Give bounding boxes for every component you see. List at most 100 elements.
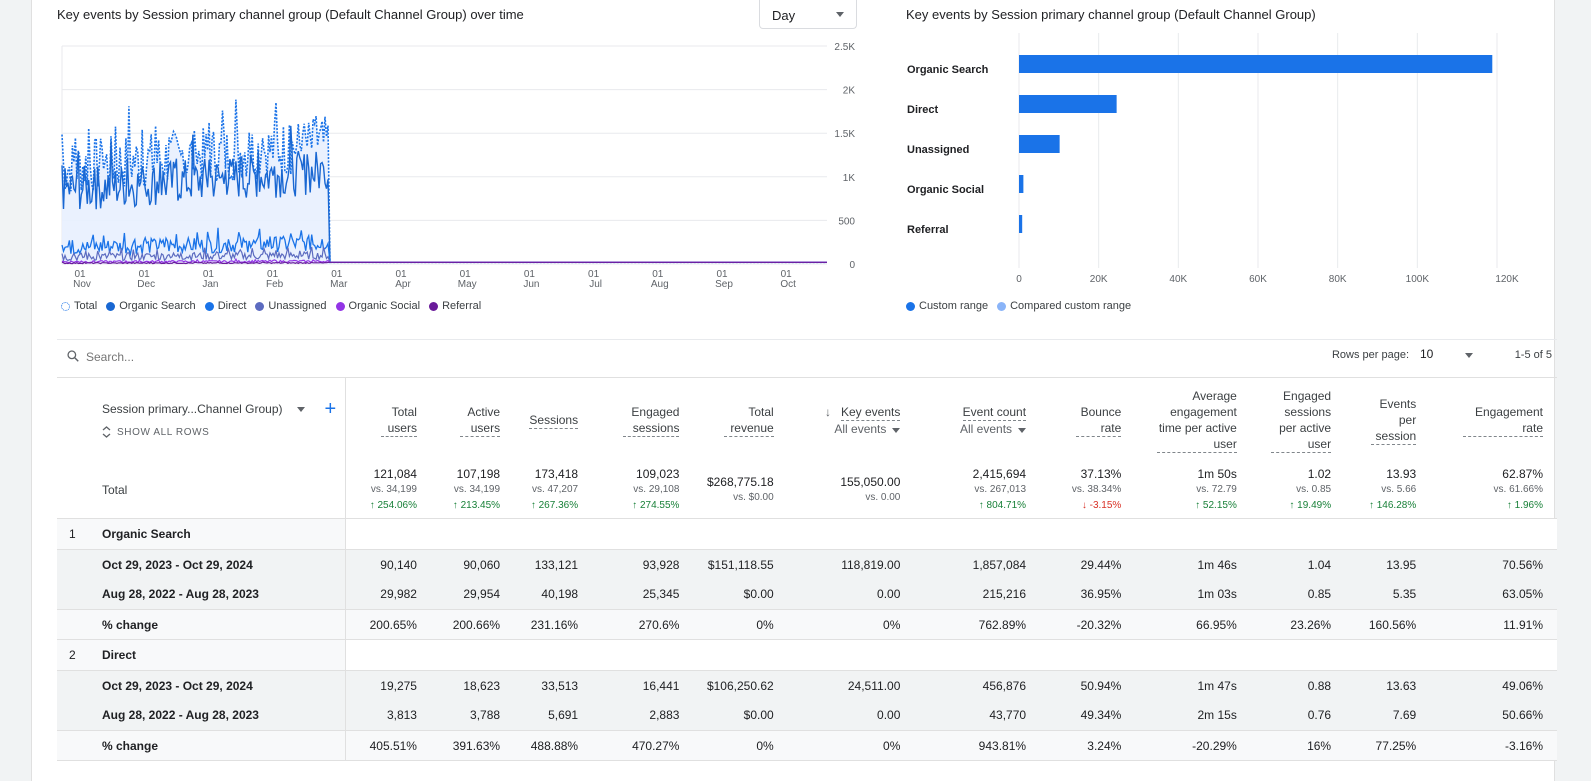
column-header[interactable]: Average engagement time per active user — [1135, 377, 1251, 463]
table-cell: 40,198 — [514, 579, 593, 610]
x-tick-month: Nov — [73, 279, 91, 290]
search-input[interactable] — [86, 350, 386, 364]
total-value: 1.02 — [1307, 467, 1332, 482]
column-header[interactable]: Active users — [430, 377, 515, 463]
rows-per-page-select[interactable]: 10 — [1420, 347, 1475, 361]
total-compare-value: vs. $0.00 — [733, 492, 774, 504]
series-line-organic-search[interactable] — [61, 125, 827, 263]
total-value: 62.87% — [1502, 467, 1543, 482]
total-change: ↑ 146.28% — [1368, 500, 1417, 512]
column-header-label: Sessions — [529, 412, 579, 429]
total-value: 109,023 — [636, 467, 680, 482]
legend-dot — [106, 301, 116, 311]
x-tick-label: 100K — [1406, 274, 1430, 285]
column-subselector[interactable]: All events — [788, 422, 901, 436]
series-line-direct[interactable] — [61, 227, 827, 263]
total-cell: 1m 50s vs. 72.79 ↑ 52.15% — [1135, 462, 1251, 519]
legend-item-unassigned[interactable]: Unassigned — [255, 300, 327, 312]
column-header[interactable]: Total users — [345, 377, 431, 463]
group-row[interactable]: 2 Direct — [57, 639, 1557, 671]
table-cell: 0.76 — [1250, 700, 1346, 731]
bar[interactable] — [1019, 175, 1024, 193]
bar[interactable] — [1019, 215, 1023, 233]
row-label: Oct 29, 2023 - Oct 29, 2024 — [57, 670, 347, 701]
table-cell: 29,982 — [345, 579, 431, 610]
table-cell: 0% — [693, 609, 788, 640]
table-cell: $0.00 — [693, 700, 788, 731]
y-tick-label: 1K — [843, 173, 856, 184]
bar[interactable] — [1019, 55, 1493, 73]
column-header-label: Total users — [380, 404, 417, 437]
column-header-label: Event count — [962, 405, 1027, 422]
x-tick-month: Mar — [330, 279, 348, 290]
table-cell: 13.63 — [1345, 670, 1431, 701]
bar[interactable] — [1019, 135, 1060, 153]
table-cell: 1.04 — [1250, 549, 1346, 580]
table-cell: 66.95% — [1135, 609, 1251, 640]
table-row: Oct 29, 2023 - Oct 29, 2024 19,275 18,623 3… — [57, 670, 1557, 701]
table-cell: 13.95 — [1345, 549, 1431, 580]
total-compare-value: vs. 0.85 — [1296, 484, 1332, 496]
series-line-unassigned[interactable] — [61, 246, 827, 263]
row-label: Oct 29, 2023 - Oct 29, 2024 — [57, 549, 347, 580]
total-value: 2,415,694 — [972, 467, 1027, 482]
column-header[interactable]: Events per session — [1345, 377, 1431, 463]
table-cell: 43,770 — [914, 700, 1041, 731]
chevron-down-icon[interactable] — [296, 406, 305, 412]
legend-item-compared[interactable]: Compared custom range — [997, 300, 1131, 312]
total-cell: $268,775.18 vs. $0.00 — [693, 462, 788, 519]
table-cell: 24,511.00 — [787, 670, 915, 701]
legend-item-custom[interactable]: Custom range — [906, 300, 988, 312]
table-cell: $0.00 — [693, 579, 788, 610]
series-line-total[interactable] — [61, 99, 827, 264]
column-header[interactable]: Total revenue — [693, 377, 788, 463]
show-all-rows-label: SHOW ALL ROWS — [117, 426, 210, 438]
column-header[interactable]: Sessions — [514, 377, 593, 463]
granularity-dropdown[interactable]: Day — [759, 0, 857, 29]
series-line-referral[interactable] — [61, 261, 827, 265]
group-row[interactable]: 1 Organic Search — [57, 518, 1557, 550]
table-cell: 49.06% — [1430, 670, 1557, 701]
search-icon[interactable] — [66, 349, 80, 363]
x-tick-label: 80K — [1329, 274, 1347, 285]
table-cell: 93,928 — [592, 549, 694, 580]
legend-item-referral[interactable]: Referral — [429, 300, 481, 312]
column-header[interactable]: ↓ Key events All events — [787, 377, 915, 463]
column-header-label: Engaged sessions — [623, 404, 680, 437]
chevron-down-icon — [1465, 353, 1473, 358]
table-row: % change 405.51% 391.63% 488.88% 470.27% 0% 0%… — [57, 730, 1557, 761]
column-subselector[interactable]: All events — [914, 422, 1027, 436]
column-header[interactable]: Bounce rate — [1040, 377, 1136, 463]
column-header[interactable]: Engaged sessions per active user — [1250, 377, 1346, 463]
pagination-status: 1-5 of 5 — [1514, 349, 1552, 361]
table-cell: 50.66% — [1430, 700, 1557, 731]
divider — [57, 339, 1557, 340]
table-cell: $151,118.55 — [693, 549, 788, 580]
table-cell: 16,441 — [592, 670, 694, 701]
x-tick-day: 01 — [267, 269, 279, 280]
table-cell: 1m 47s — [1135, 670, 1251, 701]
x-tick-label: 120K — [1495, 274, 1519, 285]
column-header-label: Key events — [841, 405, 901, 422]
legend-item-direct[interactable]: Direct — [204, 300, 246, 312]
column-header[interactable]: Engagement rate — [1430, 377, 1557, 463]
legend-item-organic-search[interactable]: Organic Search — [106, 300, 196, 312]
sort-desc-icon[interactable]: ↓ — [825, 405, 831, 420]
total-value: 173,418 — [534, 467, 579, 482]
dimension-header: Session primary...Channel Group) + SHOW … — [57, 377, 347, 463]
dimension-selector[interactable]: Session primary...Channel Group) — [102, 402, 283, 416]
totals-row: Total 121,084 vs. 34,199 ↑ 254.06% 107,198 vs… — [57, 462, 1557, 519]
legend-item-total[interactable]: Total — [61, 300, 97, 312]
table-cell: 270.6% — [592, 609, 694, 640]
table-cell: 762.89% — [914, 609, 1041, 640]
legend-item-organic-social[interactable]: Organic Social — [335, 300, 420, 312]
column-header[interactable]: Engaged sessions — [592, 377, 694, 463]
granularity-value: Day — [772, 8, 796, 23]
column-header[interactable]: Event count All events — [914, 377, 1041, 463]
add-dimension-button[interactable]: + — [324, 398, 337, 421]
total-cell: 109,023 vs. 29,108 ↑ 274.55% — [592, 462, 694, 519]
bar[interactable] — [1019, 95, 1117, 113]
show-all-rows-button[interactable]: SHOW ALL ROWS — [102, 426, 331, 439]
table-cell: 90,060 — [430, 549, 515, 580]
x-tick-day: 01 — [460, 269, 472, 280]
